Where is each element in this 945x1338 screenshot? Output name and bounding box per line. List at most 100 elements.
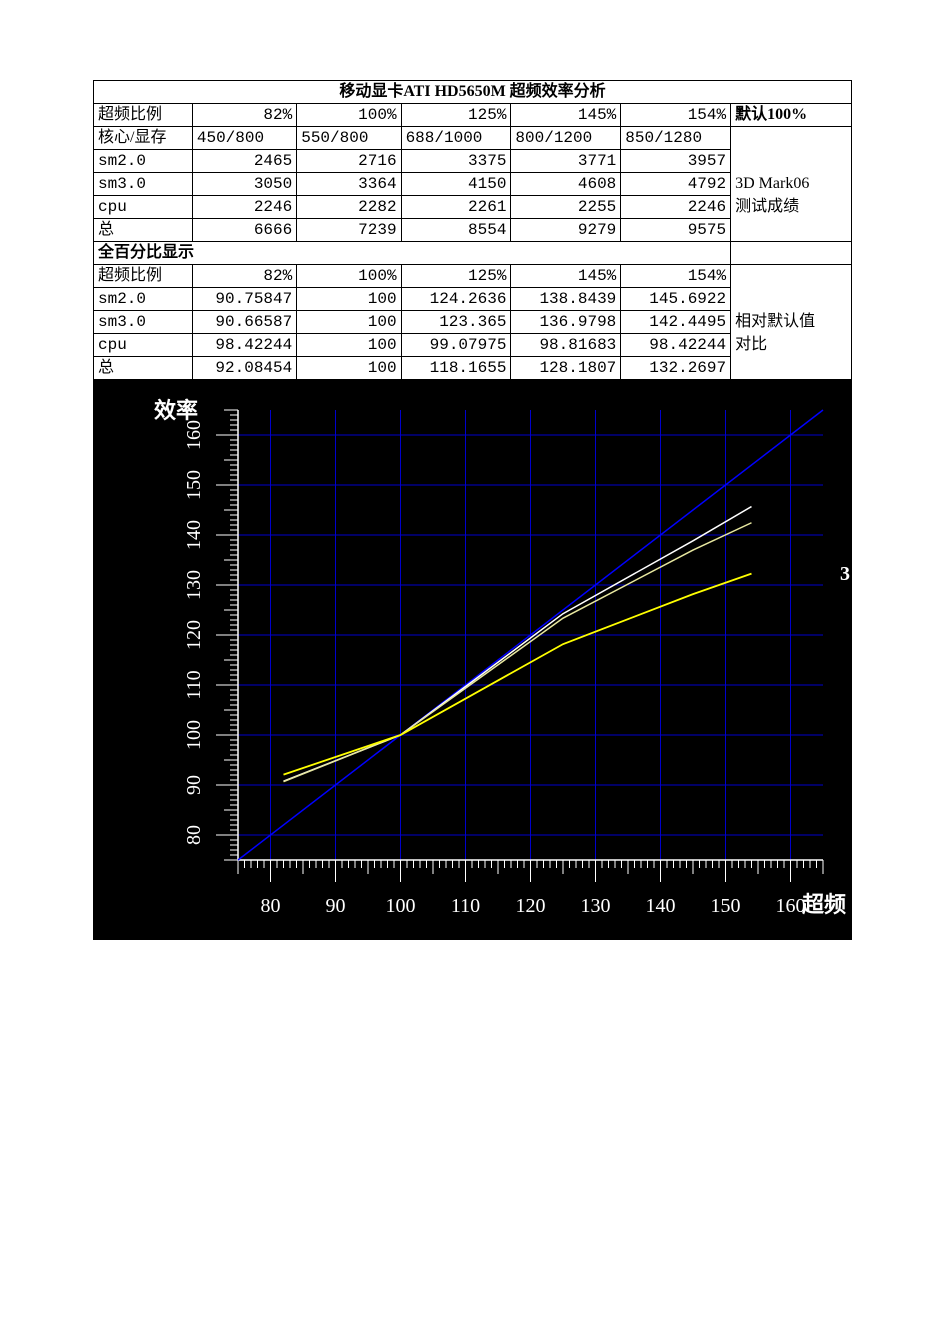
empty-cell (731, 150, 852, 173)
table-row: 核心/显存 450/800 550/800 688/1000 800/1200 … (94, 127, 852, 150)
cell: 7239 (297, 219, 401, 242)
svg-text:120: 120 (516, 895, 546, 917)
svg-text:150: 150 (183, 470, 205, 500)
row-label: 核心/显存 (94, 127, 193, 150)
empty-cell (731, 219, 852, 242)
row-label: 超频比例 (94, 265, 193, 288)
empty-cell (731, 265, 852, 288)
cell: 100% (297, 265, 401, 288)
cell: 8554 (401, 219, 511, 242)
svg-text:80: 80 (183, 825, 205, 845)
svg-text:90: 90 (326, 895, 346, 917)
svg-text:超频: 超频 (802, 892, 846, 917)
cell: 2255 (511, 196, 621, 219)
svg-text:100: 100 (183, 720, 205, 750)
cell: 100% (297, 104, 401, 127)
cell: 2282 (297, 196, 401, 219)
cell: 688/1000 (401, 127, 511, 150)
cell: 142.4495 (621, 311, 731, 334)
cell: 100 (297, 288, 401, 311)
cell: 2465 (192, 150, 296, 173)
svg-text:130: 130 (581, 895, 611, 917)
table-row: cpu 98.42244 100 99.07975 98.81683 98.42… (94, 334, 852, 357)
svg-text:110: 110 (451, 895, 480, 917)
side-label: 相对默认值 (731, 311, 852, 334)
side-label: 对比 (731, 334, 852, 357)
cell: 145.6922 (621, 288, 731, 311)
empty-cell (731, 127, 852, 150)
table-row: 总 92.08454 100 118.1655 128.1807 132.269… (94, 357, 852, 380)
cell: 118.1655 (401, 357, 511, 380)
svg-text:140: 140 (646, 895, 676, 917)
row-label: sm3.0 (94, 173, 193, 196)
cell: 124.2636 (401, 288, 511, 311)
svg-text:80: 80 (261, 895, 281, 917)
cell: 138.8439 (511, 288, 621, 311)
empty-cell (731, 242, 852, 265)
cell: 154% (621, 104, 731, 127)
cell: 99.07975 (401, 334, 511, 357)
table-row: sm2.0 90.75847 100 124.2636 138.8439 145… (94, 288, 852, 311)
svg-text:130: 130 (183, 570, 205, 600)
svg-text:140: 140 (183, 520, 205, 550)
table-row: 总 6666 7239 8554 9279 9575 (94, 219, 852, 242)
svg-text:3: 3 (840, 563, 850, 585)
svg-text:150: 150 (711, 895, 741, 917)
data-table: 移动显卡ATI HD5650M 超频效率分析 超频比例 82% 100% 125… (93, 80, 852, 380)
cell: 98.42244 (192, 334, 296, 357)
cell: 9279 (511, 219, 621, 242)
cell: 132.2697 (621, 357, 731, 380)
cell: 90.75847 (192, 288, 296, 311)
row-label: 总 (94, 219, 193, 242)
cell: 100 (297, 357, 401, 380)
cell: 9575 (621, 219, 731, 242)
cell: 550/800 (297, 127, 401, 150)
cell: 4150 (401, 173, 511, 196)
table-row: 超频比例 82% 100% 125% 145% 154% (94, 265, 852, 288)
cell: 125% (401, 265, 511, 288)
cell: 98.81683 (511, 334, 621, 357)
side-label: 测试成绩 (731, 196, 852, 219)
svg-text:效率: 效率 (154, 398, 198, 423)
cell: 145% (511, 265, 621, 288)
cell: 4608 (511, 173, 621, 196)
cell: 3957 (621, 150, 731, 173)
cell: 6666 (192, 219, 296, 242)
cell: 100 (297, 311, 401, 334)
cell: 2246 (621, 196, 731, 219)
cell: 98.42244 (621, 334, 731, 357)
cell: 128.1807 (511, 357, 621, 380)
row-label: 超频比例 (94, 104, 193, 127)
cell: 90.66587 (192, 311, 296, 334)
table-title-row: 移动显卡ATI HD5650M 超频效率分析 (94, 81, 852, 104)
cell: 2716 (297, 150, 401, 173)
cell: 450/800 (192, 127, 296, 150)
row-label: cpu (94, 196, 193, 219)
row-label: sm3.0 (94, 311, 193, 334)
cell: 3771 (511, 150, 621, 173)
cell: 145% (511, 104, 621, 127)
cell: 123.365 (401, 311, 511, 334)
svg-text:90: 90 (183, 775, 205, 795)
cell: 3364 (297, 173, 401, 196)
cell: 82% (192, 104, 296, 127)
section-header-row: 全百分比显示 (94, 242, 852, 265)
cell: 2246 (192, 196, 296, 219)
row-label: cpu (94, 334, 193, 357)
cell: 100 (297, 334, 401, 357)
section-header: 全百分比显示 (94, 242, 731, 265)
table-row: sm2.0 2465 2716 3375 3771 3957 (94, 150, 852, 173)
efficiency-chart: 8090100110120130140150160效率8090100110120… (93, 380, 852, 940)
cell: 125% (401, 104, 511, 127)
default-label: 默认100% (731, 104, 852, 127)
side-label: 3D Mark06 (731, 173, 852, 196)
cell: 850/1280 (621, 127, 731, 150)
cell: 3375 (401, 150, 511, 173)
cell: 92.08454 (192, 357, 296, 380)
row-label: 总 (94, 357, 193, 380)
cell: 800/1200 (511, 127, 621, 150)
svg-text:100: 100 (386, 895, 416, 917)
empty-cell (731, 288, 852, 311)
svg-text:110: 110 (183, 670, 205, 699)
row-label: sm2.0 (94, 150, 193, 173)
